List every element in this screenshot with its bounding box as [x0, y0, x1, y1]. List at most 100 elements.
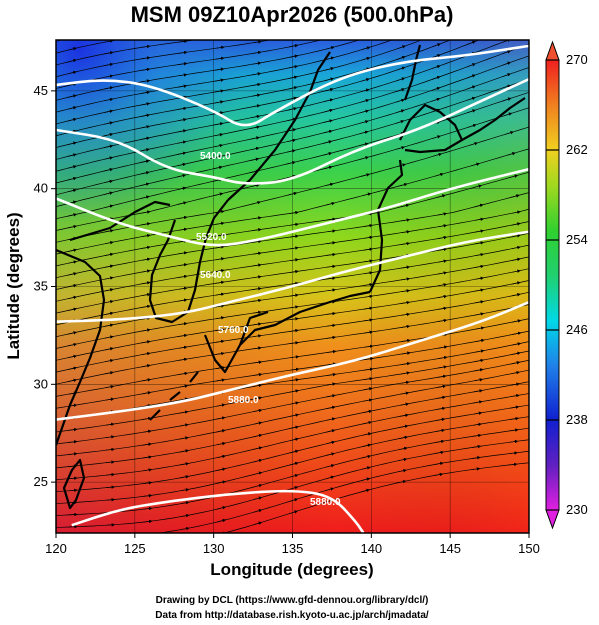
x-tick-label: 120 [45, 541, 67, 556]
streamline-arrow [104, 252, 114, 257]
x-axis-label: Longitude (degrees) [210, 560, 373, 579]
streamline-arrow [511, 245, 521, 250]
streamline-arrow [325, 464, 335, 468]
streamline-arrow [363, 282, 374, 287]
streamline-arrow [474, 264, 485, 269]
streamline-arrow [179, 462, 190, 466]
streamline-arrow [400, 241, 411, 246]
streamline-arrow [178, 251, 188, 255]
streamline-arrow [502, 97, 512, 102]
streamline-arrow [400, 391, 410, 395]
streamline-arrow [359, 120, 369, 124]
streamline-arrow [472, 433, 482, 438]
streamline-arrow [104, 299, 114, 304]
streamline-arrow [105, 397, 115, 402]
streamline-arrow [432, 33, 439, 36]
streamline-arrow [473, 378, 484, 382]
streamline-arrow [437, 212, 448, 216]
streamline-arrow [253, 509, 263, 513]
streamline-arrow [400, 203, 410, 208]
streamline-arrow [438, 345, 448, 349]
streamline-arrow [67, 366, 78, 370]
streamline-arrow [400, 218, 411, 222]
streamline-arrow [67, 224, 78, 229]
colorbar-tick-label: 238 [566, 412, 588, 427]
streamline-arrow [511, 269, 521, 273]
streamline-arrow [475, 326, 485, 330]
streamline-arrow [215, 221, 225, 226]
streamline-arrow [140, 125, 151, 129]
streamline-arrow [67, 283, 78, 288]
streamline-arrow [68, 488, 78, 493]
streamline-arrow [104, 179, 114, 184]
streamline-arrow [67, 307, 78, 311]
streamline-arrow [252, 383, 263, 388]
streamline-arrow [104, 276, 114, 280]
streamline-arrow [401, 338, 411, 343]
streamline-arrow [399, 402, 410, 406]
streamline-arrow [104, 144, 114, 148]
streamline-arrow [67, 70, 77, 75]
streamline-arrow [253, 446, 263, 450]
streamline-arrow [178, 286, 188, 291]
streamline-arrow [104, 62, 114, 67]
streamline-arrow [326, 311, 336, 316]
streamline-arrow [466, 85, 476, 90]
streamline-arrow [323, 129, 333, 134]
streamline-arrow [67, 378, 78, 383]
streamline-arrow [324, 98, 334, 102]
streamline-arrow [180, 488, 190, 492]
streamline-arrow [475, 338, 485, 343]
streamline-arrow [364, 357, 374, 361]
streamline-arrow [177, 201, 187, 205]
streamline-arrow [437, 365, 448, 369]
streamline-arrow [326, 276, 336, 280]
streamline-arrow [400, 230, 411, 234]
streamline-arrow [473, 411, 483, 415]
streamline-arrow [437, 306, 448, 311]
streamline-arrow [395, 98, 405, 103]
streamline-arrow [434, 450, 445, 455]
streamline-arrow [105, 460, 115, 464]
streamline-arrow [325, 475, 335, 480]
contour-labels: 5400.0 5520.0 5640.0 5760.0 5880.0 5880.… [196, 151, 341, 508]
streamline-arrow [177, 151, 187, 155]
streamline-arrow [104, 335, 114, 339]
streamline-arrow [359, 130, 369, 135]
streamline-arrow [363, 318, 374, 322]
streamline-arrow [509, 428, 519, 432]
streamline-arrow [360, 99, 370, 103]
contour-5640.0 [56, 167, 529, 247]
streamline-arrow [472, 184, 482, 189]
streamline-arrow [178, 298, 188, 302]
streamline-arrow [324, 87, 334, 92]
streamline-arrow [142, 416, 152, 421]
streamline-arrow [511, 351, 521, 356]
streamline-arrow [509, 439, 519, 444]
streamline-arrow [252, 275, 262, 279]
streamline-arrow [397, 468, 407, 473]
streamline-arrow [178, 227, 188, 232]
streamline-arrow [503, 112, 513, 117]
streamline-arrow [253, 421, 263, 425]
streamline-arrow [142, 468, 153, 472]
streamline-arrow [178, 84, 188, 88]
streamline-arrow [467, 40, 476, 45]
streamline-arrow [364, 367, 374, 371]
streamline-arrow [289, 486, 299, 490]
streamline-arrow [105, 422, 115, 427]
streamline-arrow [400, 371, 411, 375]
streamline-arrow [289, 246, 299, 250]
streamline-arrow [326, 229, 336, 233]
streamline-arrow [105, 447, 115, 452]
streamline-arrow [253, 496, 263, 501]
streamline-arrow [511, 361, 521, 365]
streamline-arrow [68, 427, 78, 432]
streamline-arrow [253, 372, 263, 377]
streamline-arrow [286, 160, 296, 165]
streamline-arrow [104, 229, 114, 233]
streamline-arrow [216, 378, 226, 382]
streamline-arrow [67, 47, 77, 51]
streamline-arrow [502, 84, 512, 89]
streamline-arrow [141, 90, 151, 95]
